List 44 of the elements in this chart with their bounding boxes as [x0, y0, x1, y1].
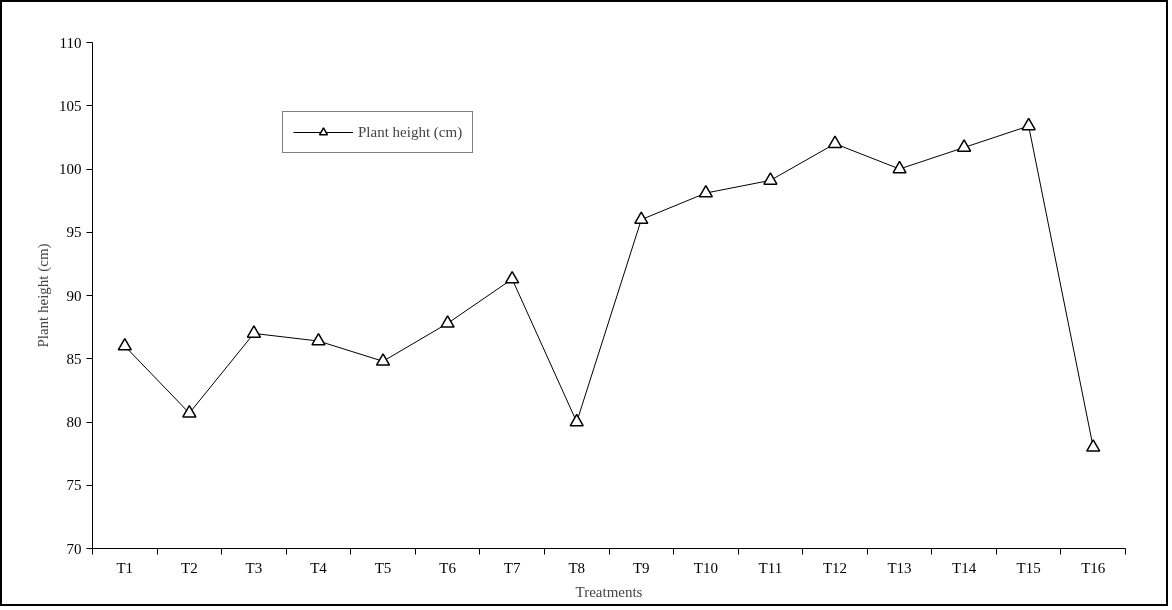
y-tick-label: 90 — [66, 287, 82, 304]
y-tick-label: 70 — [66, 540, 82, 557]
y-tick-label: 95 — [66, 224, 82, 241]
y-tick-label: 85 — [66, 350, 82, 367]
point — [892, 160, 907, 174]
point — [956, 139, 972, 152]
point — [440, 315, 455, 328]
point — [375, 353, 391, 366]
x-tick-label: T9 — [632, 559, 650, 576]
x-tick-label: T12 — [822, 559, 848, 576]
y-tick-label: 75 — [66, 477, 82, 494]
y-tick-label: 100 — [59, 161, 82, 177]
point — [569, 413, 584, 427]
x-tick-label: T7 — [503, 559, 521, 576]
point — [117, 337, 133, 351]
point — [1085, 439, 1101, 452]
y-tick-label: 105 — [59, 97, 82, 114]
y-axis-title: Plant height (cm) — [35, 243, 52, 348]
y-tick-label: 80 — [66, 414, 82, 430]
x-tick-label: T13 — [887, 559, 912, 576]
y-tick-label: 110 — [59, 34, 82, 51]
x-tick-label: T3 — [245, 559, 263, 576]
x-tick-label: T15 — [1016, 559, 1041, 576]
point — [698, 184, 714, 198]
point — [311, 332, 326, 346]
point — [246, 325, 262, 338]
x-tick-label: T16 — [1081, 559, 1106, 576]
x-tick-label: T2 — [181, 559, 198, 576]
point — [763, 172, 778, 185]
x-tick-label: T10 — [693, 559, 718, 576]
x-tick-label: T14 — [952, 559, 977, 576]
point — [827, 135, 843, 149]
x-tick-label: T5 — [374, 559, 392, 576]
point — [504, 270, 520, 284]
point — [1021, 117, 1036, 131]
x-tick-label: T4 — [310, 559, 328, 576]
point — [634, 211, 649, 225]
x-tick-label: T1 — [116, 559, 134, 576]
x-tick-label: T11 — [758, 559, 783, 576]
x-axis-title: Treatments — [575, 583, 643, 600]
x-tick-label: T8 — [568, 559, 586, 576]
point — [182, 404, 197, 418]
legend-label: Plant height (cm) — [358, 123, 463, 141]
x-tick-label: T6 — [439, 559, 457, 576]
